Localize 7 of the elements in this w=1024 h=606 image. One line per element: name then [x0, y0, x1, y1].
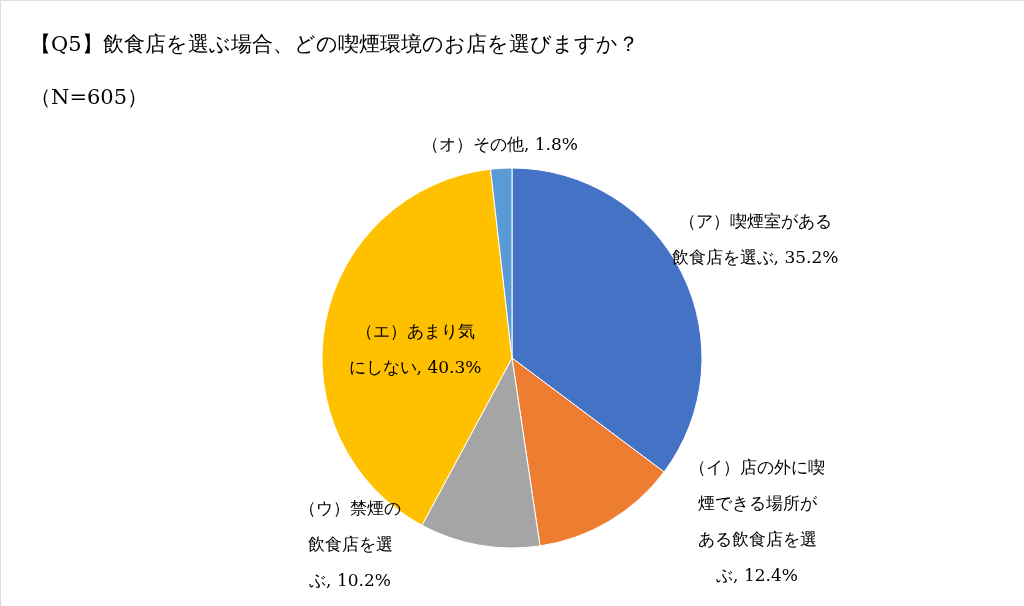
slice-label: （エ）あまり気にしない, 40.3%	[348, 321, 482, 377]
slice-label: （イ）店の外に喫煙できる場所がある飲食店を選ぶ, 12.4%	[689, 457, 825, 585]
slice-label: （オ）その他, 1.8%	[422, 134, 578, 154]
slice-label: （ウ）禁煙の飲食店を選ぶ, 10.2%	[299, 498, 401, 590]
slice-label: （ア）喫煙室がある飲食店を選ぶ, 35.2%	[671, 211, 839, 267]
text: （N=605）	[30, 85, 149, 109]
chart-title: 【Q5】飲食店を選ぶ場合、どの喫煙環境のお店を選びますか？	[30, 32, 639, 56]
